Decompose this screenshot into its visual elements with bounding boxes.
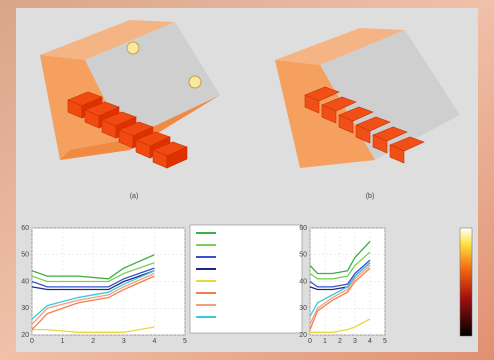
x-tick-label: 4	[368, 338, 372, 345]
series-line	[32, 326, 155, 333]
x-tick-label: 2	[91, 338, 95, 345]
x-tick-label: 0	[308, 338, 312, 345]
panel-label: (a)	[130, 193, 139, 200]
y-tick-label: 20	[299, 332, 307, 339]
series-line	[309, 259, 371, 288]
series-line	[309, 264, 371, 325]
y-tick-label: 60	[21, 225, 29, 232]
x-tick-label: 4	[152, 338, 156, 345]
series-line	[309, 240, 371, 275]
series-line	[31, 270, 155, 320]
x-tick-label: 1	[61, 338, 65, 345]
series-line	[31, 267, 155, 288]
series-line	[309, 262, 371, 317]
panel-label: (b)	[366, 193, 375, 200]
y-tick-label: 30	[21, 305, 29, 312]
x-tick-label: 0	[30, 338, 34, 345]
series-line	[31, 270, 155, 291]
series-line	[310, 318, 371, 333]
battery-model-b	[275, 28, 460, 168]
x-tick-label: 5	[383, 338, 387, 345]
x-tick-label: 3	[353, 338, 357, 345]
series-line	[309, 251, 371, 280]
series-line	[31, 275, 155, 331]
series-line	[309, 267, 371, 330]
legend	[189, 224, 303, 334]
y-tick-label: 40	[21, 278, 29, 285]
x-tick-label: 1	[323, 338, 327, 345]
y-tick-label: 60	[299, 225, 307, 232]
colorbar	[459, 227, 473, 337]
x-tick-label: 5	[183, 338, 187, 345]
series-line	[31, 262, 155, 283]
y-tick-label: 40	[299, 278, 307, 285]
y-tick-label: 50	[299, 252, 307, 259]
battery-model-a	[40, 20, 220, 169]
y-tick-label: 30	[299, 305, 307, 312]
x-tick-label: 2	[338, 338, 342, 345]
series-line	[31, 254, 155, 280]
x-tick-label: 3	[122, 338, 126, 345]
y-tick-label: 20	[21, 332, 29, 339]
y-tick-label: 50	[21, 252, 29, 259]
series-line	[31, 272, 155, 325]
